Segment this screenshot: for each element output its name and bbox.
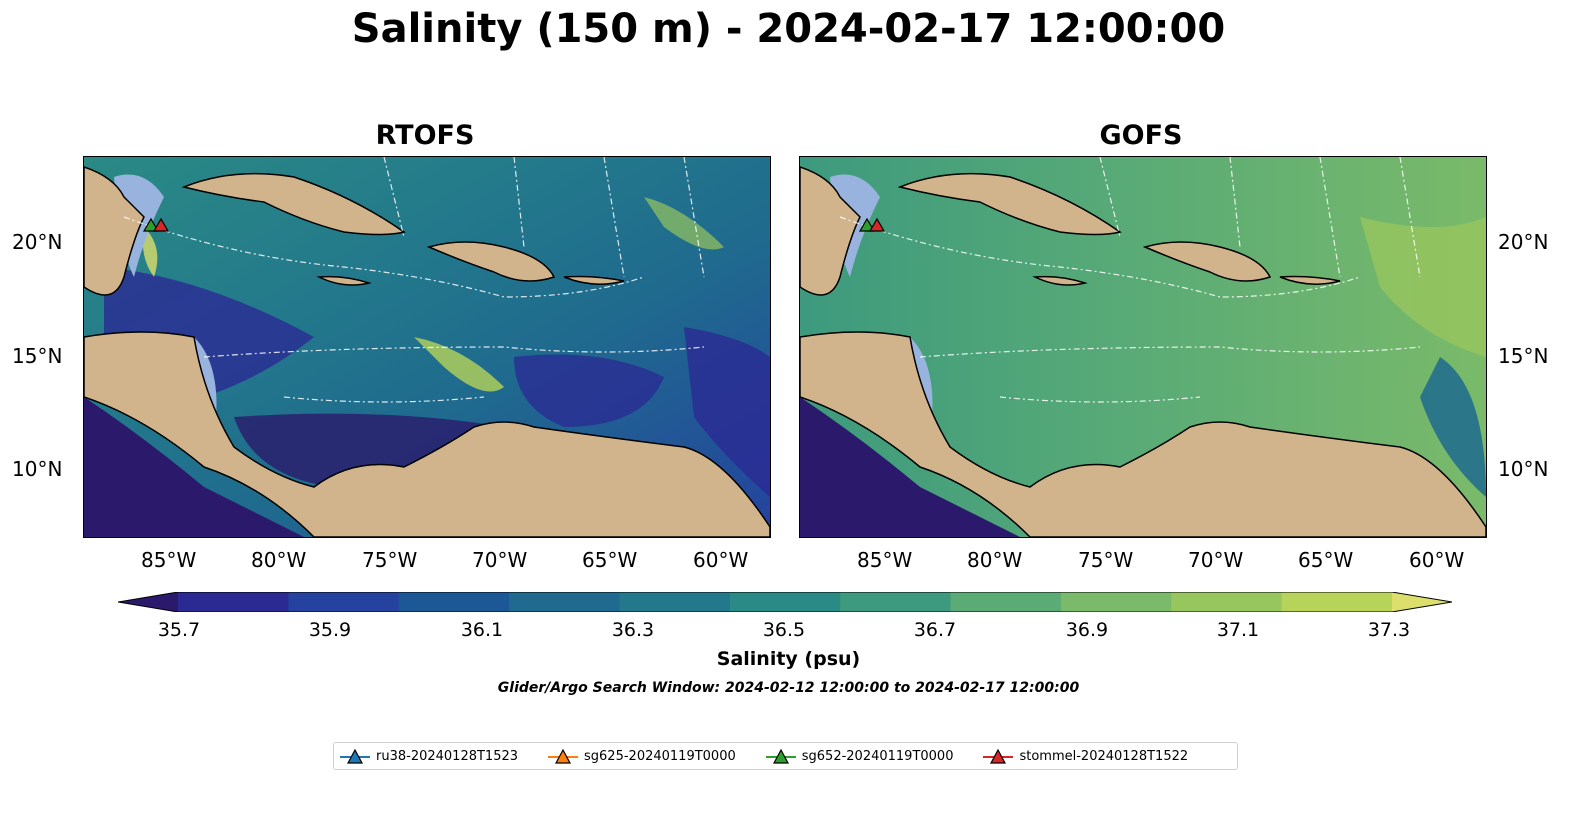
central-south-america-land <box>800 331 1486 537</box>
legend-entry: ru38-20240128T1523 <box>340 747 518 765</box>
colorbar-tick: 36.1 <box>460 619 504 641</box>
pacific-low-salinity <box>800 397 1020 537</box>
lon-tick-label: 75°W <box>362 548 418 572</box>
high-salinity-swirl <box>142 227 158 277</box>
sg652-marker <box>858 217 876 232</box>
legend-entry: sg625-20240119T0000 <box>548 747 736 765</box>
colorbar-segment <box>509 592 620 612</box>
colorbar-tick: 36.5 <box>762 619 806 641</box>
legend-entry: sg652-20240119T0000 <box>765 747 954 765</box>
pacific-low-salinity <box>84 397 304 537</box>
lat-tick-label: 15°N <box>12 344 63 368</box>
jamaica-land <box>1032 275 1088 286</box>
central-south-america-land <box>84 331 770 537</box>
colorbar-segment <box>840 592 952 612</box>
puerto-rico-land <box>1279 275 1341 285</box>
lon-tick-label: 65°W <box>1298 548 1354 572</box>
low-salinity-patch <box>684 327 770 497</box>
colorbar-segment <box>950 592 1062 612</box>
legend-label: sg652-20240119T0000 <box>801 748 954 764</box>
yucatan-land <box>800 166 861 296</box>
colorbar-tick: 36.3 <box>611 619 655 641</box>
legend: ru38-20240128T1523 sg625-20240119T0000 s… <box>333 742 1238 770</box>
lat-tick-label: 20°N <box>12 230 63 254</box>
colorbar-segment <box>288 592 400 612</box>
high-salinity-swirl <box>414 337 504 392</box>
low-salinity-patch <box>1420 357 1486 497</box>
lon-tick-label: 75°W <box>1078 548 1134 572</box>
panel-title-gofs: GOFS <box>1099 120 1183 151</box>
colorbar-extend-low <box>118 592 178 612</box>
colorbar-segment <box>1281 592 1393 612</box>
cuba-land <box>897 172 1122 236</box>
lon-tick-label: 70°W <box>1188 548 1244 572</box>
colorbar-tick: 36.7 <box>913 619 957 641</box>
puerto-rico-land <box>563 275 625 285</box>
legend-label: ru38-20240128T1523 <box>376 748 519 764</box>
rtofs-map <box>83 156 771 538</box>
triangle-icon <box>340 748 370 764</box>
legend-entry: stommel-20240128T1522 <box>983 747 1188 765</box>
lat-tick-label: 10°N <box>12 457 63 481</box>
lon-tick-label: 60°W <box>1409 548 1465 572</box>
lon-tick-label: 80°W <box>251 548 307 572</box>
gofs-map-canvas <box>800 157 1486 537</box>
cuba-land <box>181 172 406 236</box>
lat-tick-label: 10°N <box>1498 457 1549 481</box>
search-window-text: Glider/Argo Search Window: 2024-02-12 12… <box>497 680 1080 696</box>
glider-markers <box>858 217 886 232</box>
lat-tick-label: 15°N <box>1498 344 1549 368</box>
colorbar-segment <box>398 592 510 612</box>
low-salinity-patch <box>514 354 664 427</box>
colorbar-tick: 37.1 <box>1216 619 1260 641</box>
colorbar-tick: 35.7 <box>157 619 201 641</box>
colorbar-segment <box>1171 592 1283 612</box>
stommel-marker <box>868 217 886 232</box>
lon-tick-label: 70°W <box>472 548 528 572</box>
colorbar <box>118 592 1452 612</box>
lon-tick-label: 80°W <box>967 548 1023 572</box>
colorbar-tick: 35.9 <box>308 619 352 641</box>
legend-label: stommel-20240128T1522 <box>1019 748 1189 764</box>
lon-tick-label: 85°W <box>857 548 913 572</box>
colorbar-label: Salinity (psu) <box>716 648 861 670</box>
colorbar-tick: 36.9 <box>1065 619 1109 641</box>
lat-tick-label: 20°N <box>1498 230 1549 254</box>
figure-title: Salinity (150 m) - 2024-02-17 12:00:00 <box>351 6 1226 52</box>
legend-label: sg625-20240119T0000 <box>584 748 736 764</box>
glider-markers <box>142 217 170 232</box>
colorbar-segment <box>1060 592 1172 612</box>
triangle-icon <box>548 748 579 764</box>
colorbar-extend-high <box>1392 592 1452 612</box>
jamaica-land <box>316 275 372 286</box>
hispaniola-land <box>1142 241 1272 282</box>
lon-tick-label: 60°W <box>693 548 749 572</box>
triangle-icon <box>983 748 1014 764</box>
eez-boundaries <box>123 157 705 403</box>
triangle-icon <box>765 748 796 764</box>
yucatan-land <box>84 166 145 296</box>
lon-tick-label: 65°W <box>582 548 638 572</box>
land-masses <box>800 166 1486 537</box>
sg652-marker <box>142 217 160 232</box>
rtofs-map-canvas <box>84 157 770 537</box>
hispaniola-land <box>426 241 556 282</box>
panel-title-rtofs: RTOFS <box>375 120 475 151</box>
colorbar-segment <box>178 592 289 612</box>
colorbar-tick: 37.3 <box>1367 619 1411 641</box>
land-masses <box>84 166 770 537</box>
gofs-map <box>799 156 1487 538</box>
colorbar-segment <box>729 592 841 612</box>
colorbar-segment <box>619 592 731 612</box>
lon-tick-label: 85°W <box>141 548 197 572</box>
stommel-marker <box>152 217 170 232</box>
high-salinity-swirl <box>644 197 724 250</box>
eez-boundaries <box>839 157 1421 403</box>
high-salinity-patch <box>1360 217 1486 357</box>
